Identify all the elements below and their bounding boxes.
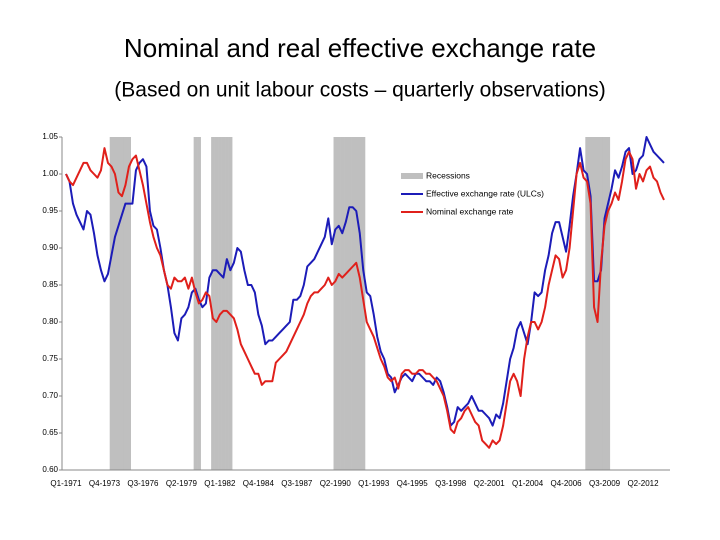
y-tick-label: 1.05 <box>42 132 58 141</box>
y-tick-label: 0.85 <box>42 280 58 289</box>
x-tick-label: Q1-1993 <box>358 479 390 488</box>
recession-bar <box>337 137 341 470</box>
plot-area: 0.60 0.65 0.70 0.75 0.80 0.85 0.90 0.95 1.00 1.05… <box>42 132 670 488</box>
recession-bar <box>109 137 114 470</box>
x-tick-label: Q3-2009 <box>589 479 621 488</box>
y-tick-label: 1.00 <box>42 169 58 178</box>
recession-bar <box>193 137 198 470</box>
recession-bar <box>344 137 348 470</box>
x-tick-label: Q4-1984 <box>243 479 275 488</box>
x-tick-label: Q2-2012 <box>627 479 659 488</box>
x-tick-label: Q4-2006 <box>551 479 583 488</box>
legend-swatch <box>401 173 423 179</box>
recession-bar <box>228 137 233 470</box>
recession-bar <box>218 137 222 470</box>
x-tick-label: Q1-1982 <box>204 479 236 488</box>
x-tick-label: Q4-1995 <box>397 479 429 488</box>
recession-bar <box>333 137 338 470</box>
recession-bar <box>351 137 355 470</box>
series-line <box>65 147 665 449</box>
x-tick-label: Q4-1973 <box>89 479 121 488</box>
recession-bar <box>116 137 121 470</box>
recession-bar <box>221 137 226 470</box>
x-tick-label: Q3-1987 <box>281 479 313 488</box>
x-tick-label: Q1-1971 <box>50 479 82 488</box>
recession-bar <box>340 137 345 470</box>
recession-bar <box>211 137 215 470</box>
recession-bar <box>214 137 219 470</box>
recession-bar <box>354 137 359 470</box>
y-tick-label: 0.90 <box>42 243 58 252</box>
recession-bar <box>588 137 593 470</box>
recession-bar <box>225 137 229 470</box>
recession-bar <box>120 137 125 470</box>
x-tick-label: Q3-1976 <box>127 479 159 488</box>
legend-label: Recessions <box>426 170 470 180</box>
y-tick-label: 0.95 <box>42 206 58 215</box>
chart-subtitle: (Based on unit labour costs – quarterly … <box>114 79 605 102</box>
x-tick-label: Q3-1998 <box>435 479 467 488</box>
y-tick-label: 0.60 <box>42 465 58 474</box>
recession-bar <box>358 137 362 470</box>
recession-bar <box>606 137 611 470</box>
x-tick-label: Q2-1979 <box>166 479 198 488</box>
recession-bar <box>113 137 118 470</box>
recession-bar <box>127 137 131 470</box>
y-tick-label: 0.65 <box>42 428 58 437</box>
chart-title: Nominal and real effective exchange rate <box>124 33 596 63</box>
recession-bar <box>123 137 128 470</box>
x-tick-label: Q2-1990 <box>320 479 352 488</box>
y-tick-label: 0.75 <box>42 354 58 363</box>
legend-label: Effective exchange rate (ULCs) <box>426 188 544 198</box>
recession-bar <box>347 137 352 470</box>
recession-bar <box>599 137 604 470</box>
x-tick-label: Q2-2001 <box>474 479 506 488</box>
x-tick-label: Q1-2004 <box>512 479 544 488</box>
y-tick-label: 0.70 <box>42 391 58 400</box>
y-tick-label: 0.80 <box>42 317 58 326</box>
recession-bar <box>602 137 607 470</box>
legend-label: Nominal exchange rate <box>426 206 514 216</box>
recession-bar <box>585 137 590 470</box>
